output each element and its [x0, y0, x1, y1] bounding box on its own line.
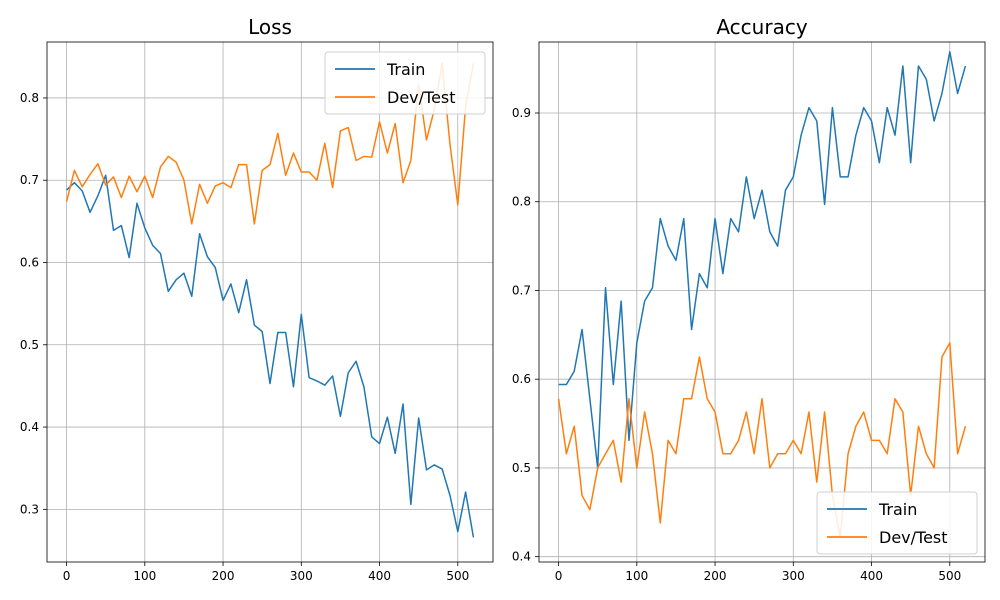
x-tick-label: 400: [368, 569, 391, 583]
legend: Train Dev/Test: [324, 51, 486, 115]
grid: [47, 42, 493, 562]
legend-label: Dev/Test: [879, 528, 948, 547]
y-tick-label: 0.8: [20, 91, 39, 105]
y-tick-label: 0.6: [512, 372, 531, 386]
legend-label: Train: [386, 60, 425, 79]
x-tick-label: 300: [782, 569, 805, 583]
y-tick-label: 0.5: [20, 338, 39, 352]
x-tick-label: 400: [860, 569, 883, 583]
legend-box: [816, 491, 978, 555]
y-tick-label: 0.4: [20, 420, 39, 434]
plot-frame: [46, 41, 494, 563]
series-line-train: [66, 174, 475, 538]
x-tick-label: 100: [133, 569, 156, 583]
x-tick-label: 200: [704, 569, 727, 583]
grid: [539, 42, 985, 562]
y-tick-label: 0.9: [512, 106, 531, 120]
x-tick-label: 500: [446, 569, 469, 583]
y-tick-label: 0.8: [512, 195, 531, 209]
y-tick-label: 0.7: [20, 173, 39, 187]
accuracy-chart: 0 100 200 300 400 500 0.4 0.5 0.6 0.7 0.8 0.9 Accura…: [512, 15, 986, 583]
x-tick-label: 200: [212, 569, 235, 583]
plot-frame: [538, 41, 986, 563]
legend-box: [324, 51, 486, 115]
y-tick-label: 0.5: [512, 461, 531, 475]
chart-title: Loss: [248, 15, 292, 39]
chart-title: Accuracy: [716, 15, 807, 39]
series-line-dev-test: [557, 342, 967, 538]
y-tick-label: 0.3: [20, 502, 39, 516]
series-line-dev-test: [65, 62, 475, 225]
y-tick-label: 0.4: [512, 550, 531, 564]
x-tick-label: 100: [625, 569, 648, 583]
loss-chart: 0 100 200 300 400 500 0.3 0.4 0.5 0.6 0.7 0.8 Loss Tr…: [20, 15, 494, 583]
x-tick-label: 0: [63, 569, 71, 583]
legend: Train Dev/Test: [816, 491, 978, 555]
x-tick-label: 0: [555, 569, 563, 583]
legend-label: Dev/Test: [387, 88, 456, 107]
x-tick-label: 500: [938, 569, 961, 583]
y-tick-label: 0.6: [20, 256, 39, 270]
y-tick-label: 0.7: [512, 283, 531, 297]
legend-label: Train: [878, 500, 917, 519]
x-tick-label: 300: [290, 569, 313, 583]
series-line-train: [558, 51, 967, 469]
